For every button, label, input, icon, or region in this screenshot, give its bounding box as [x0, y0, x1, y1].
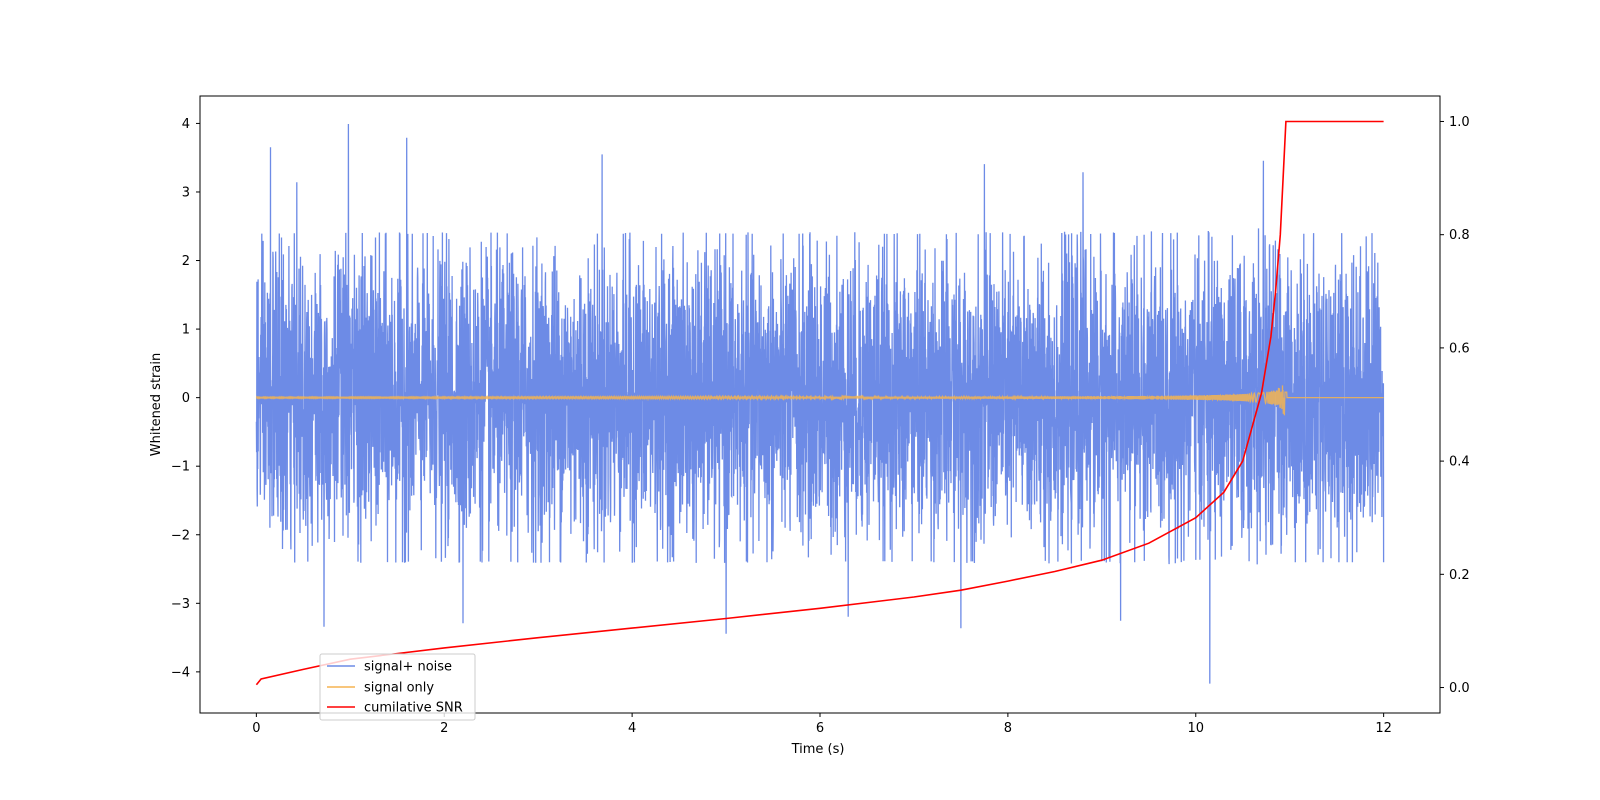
- y2-tick-label: 0.6: [1449, 341, 1470, 356]
- y-tick-label: −2: [171, 528, 190, 543]
- x-tick-label: 6: [816, 721, 824, 736]
- y-axis-left: 4 3 2 1 0 −1 −2 −3 −4: [171, 117, 200, 680]
- y-tick-label: 0: [182, 391, 190, 406]
- legend-label-snr: cumilative SNR: [364, 701, 463, 716]
- legend-label-noise: signal+ noise: [364, 660, 452, 675]
- x-tick-label: 12: [1375, 721, 1392, 736]
- signal-plus-noise-line: [255, 123, 1385, 684]
- legend-label-signal: signal only: [364, 681, 434, 696]
- legend-box: [319, 653, 476, 721]
- y-axis-right: 1.0 0.8 0.6 0.4 0.2 0.0: [1440, 115, 1470, 696]
- y2-tick-label: 0.2: [1449, 568, 1470, 583]
- y2-tick-label: 0.4: [1449, 455, 1470, 470]
- x-axis: 0 2 4 6 8 10 12: [252, 713, 1392, 736]
- x-tick-label: 0: [252, 721, 260, 736]
- y-tick-label: 1: [182, 323, 190, 338]
- y2-tick-label: 0.8: [1449, 228, 1470, 243]
- x-axis-label: Time (s): [791, 742, 845, 757]
- signal-only-line: [255, 385, 1384, 416]
- y-tick-label: 4: [182, 117, 190, 132]
- y-axis-label: Whitened strain: [149, 353, 164, 456]
- y-tick-label: 2: [182, 254, 190, 269]
- y-tick-label: −1: [171, 460, 190, 475]
- x-tick-label: 2: [440, 721, 448, 736]
- y2-tick-label: 1.0: [1449, 115, 1470, 130]
- y-tick-label: −4: [171, 665, 190, 680]
- plot-area: [199, 95, 1441, 714]
- x-tick-label: 8: [1004, 721, 1012, 736]
- legend: signal+ noise signal only cumilative SNR: [319, 653, 476, 721]
- x-tick-label: 10: [1187, 721, 1204, 736]
- cumulative-snr-line: [255, 120, 1384, 686]
- x-tick-label: 4: [628, 721, 636, 736]
- y2-tick-label: 0.0: [1449, 681, 1470, 696]
- y-tick-label: 3: [182, 185, 190, 200]
- y-tick-label: −3: [171, 597, 190, 612]
